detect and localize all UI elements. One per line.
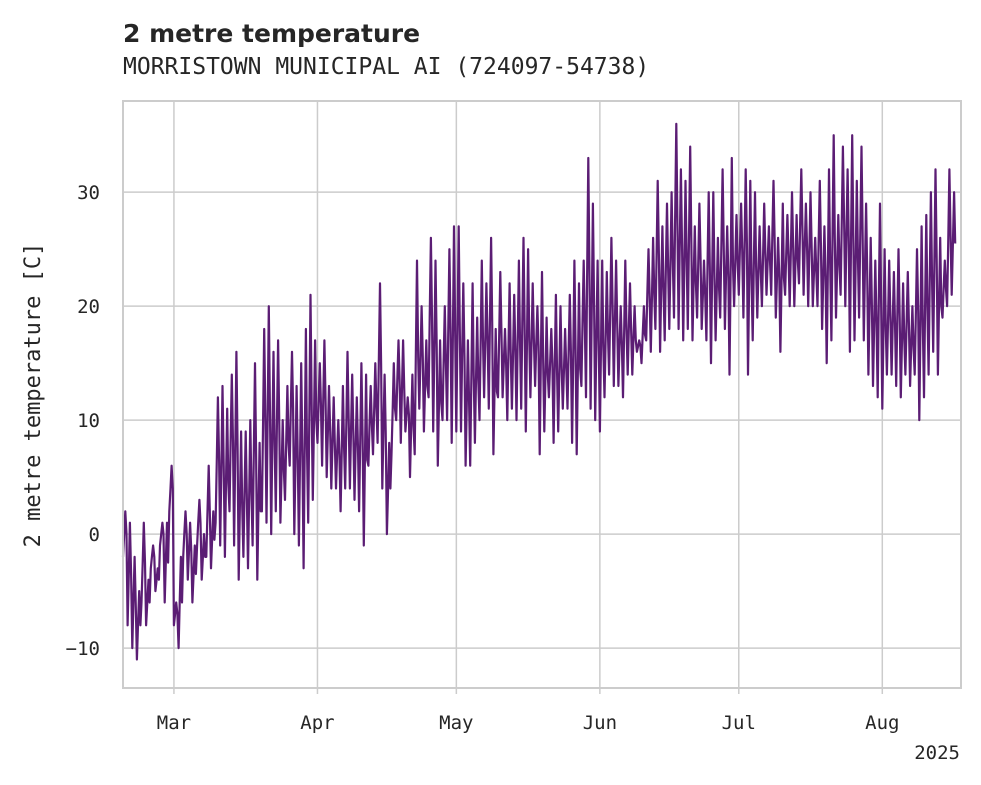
y-tick-label: 0 (89, 524, 100, 546)
x-tick-label: Jun (583, 712, 617, 734)
x-axis-offset-label: 2025 (914, 742, 960, 764)
y-tick-label: −10 (66, 638, 100, 660)
x-tick-label: Apr (300, 712, 334, 734)
x-tick-label: Jul (722, 712, 756, 734)
x-axis-ticks: Mar Apr May Jun Jul Aug (157, 688, 899, 734)
chart-title: 2 metre temperature (123, 19, 420, 48)
x-tick-label: Aug (865, 712, 899, 734)
x-tick-label: Mar (157, 712, 191, 734)
series-layer (121, 122, 957, 661)
y-tick-label: 20 (77, 296, 100, 318)
y-tick-label: 30 (77, 182, 100, 204)
y-axis-ticks: −10 0 10 20 30 (66, 182, 100, 660)
y-tick-label: 10 (77, 410, 100, 432)
chart-subtitle: MORRISTOWN MUNICIPAL AI (724097-54738) (123, 54, 649, 80)
plot-frame (122, 100, 962, 689)
x-tick-label: May (439, 712, 473, 734)
y-axis-label: 2 metre temperature [C] (21, 243, 46, 548)
temperature-series-line (121, 122, 957, 661)
